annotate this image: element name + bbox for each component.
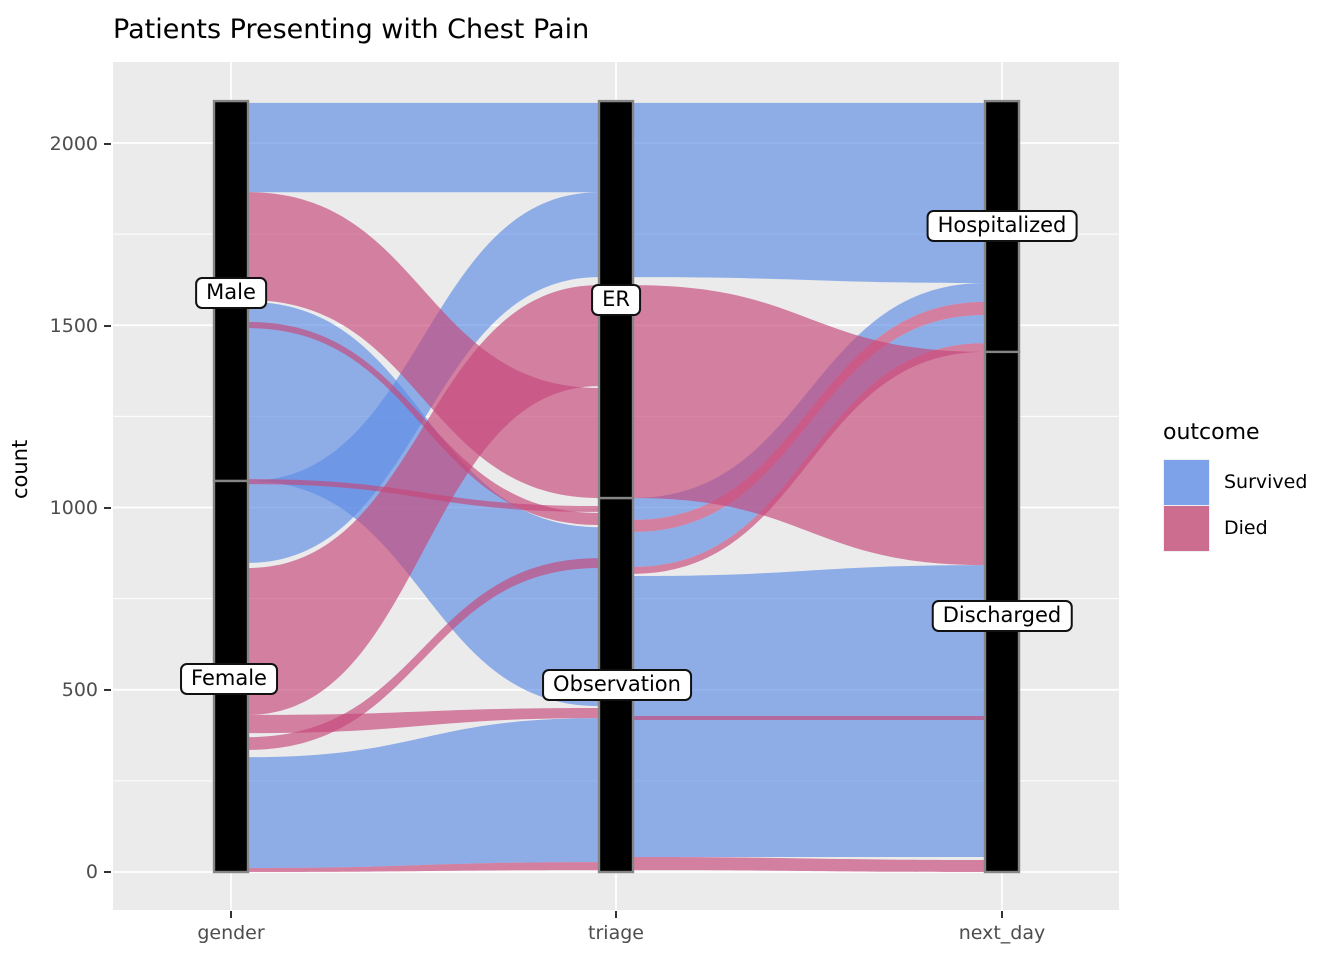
- legend: outcome Survived Died: [1163, 420, 1308, 552]
- y-tick-label: 1000: [49, 497, 98, 519]
- stratum-label-observation: Observation: [542, 669, 692, 701]
- y-tick-mark: [104, 143, 111, 145]
- y-tick-label: 1500: [49, 315, 98, 337]
- stratum-label-er: ER: [591, 284, 641, 316]
- alluvial-plot: [113, 62, 1119, 910]
- legend-label: Died: [1224, 517, 1268, 539]
- y-axis-title: count: [8, 439, 32, 499]
- legend-item-survived: Survived: [1163, 458, 1308, 506]
- legend-item-died: Died: [1163, 504, 1307, 552]
- chart-title: Patients Presenting with Chest Pain: [113, 14, 590, 45]
- x-tick-mark: [615, 911, 617, 918]
- plot-panel: [113, 62, 1119, 910]
- legend-title: outcome: [1163, 420, 1260, 445]
- y-tick-label: 2000: [49, 133, 98, 155]
- x-axis-label-next-day: next_day: [958, 922, 1046, 944]
- stratum-label-female: Female: [180, 663, 278, 695]
- x-tick-mark: [230, 911, 232, 918]
- y-tick-label: 0: [85, 861, 98, 883]
- survived-swatch: [1163, 458, 1210, 506]
- y-tick-mark: [104, 325, 111, 327]
- x-axis-label-gender: gender: [197, 922, 265, 944]
- y-tick-mark: [104, 507, 111, 509]
- stratum-label-discharged: Discharged: [931, 600, 1073, 632]
- died-swatch: [1163, 504, 1210, 552]
- stratum-label-hospitalized: Hospitalized: [926, 210, 1078, 242]
- y-tick-mark: [104, 689, 111, 691]
- stratum-label-male: Male: [195, 277, 267, 309]
- y-tick-mark: [104, 871, 111, 873]
- legend-label: Survived: [1224, 471, 1308, 493]
- x-tick-mark: [1001, 911, 1003, 918]
- y-tick-label: 500: [61, 679, 98, 701]
- x-axis-label-triage: triage: [588, 922, 644, 944]
